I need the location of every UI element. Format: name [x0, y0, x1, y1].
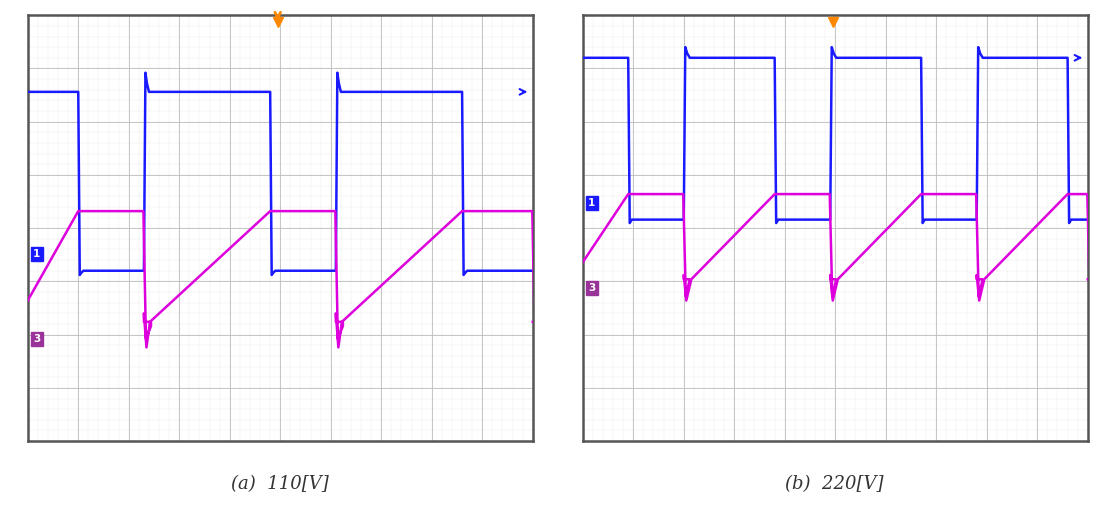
Text: 3: 3 — [588, 283, 595, 293]
Text: (a)  110[V]: (a) 110[V] — [231, 475, 329, 493]
Text: 1: 1 — [33, 249, 40, 259]
Text: 1: 1 — [588, 198, 595, 207]
Text: (b)  220[V]: (b) 220[V] — [786, 475, 884, 493]
Text: 3: 3 — [33, 334, 40, 344]
